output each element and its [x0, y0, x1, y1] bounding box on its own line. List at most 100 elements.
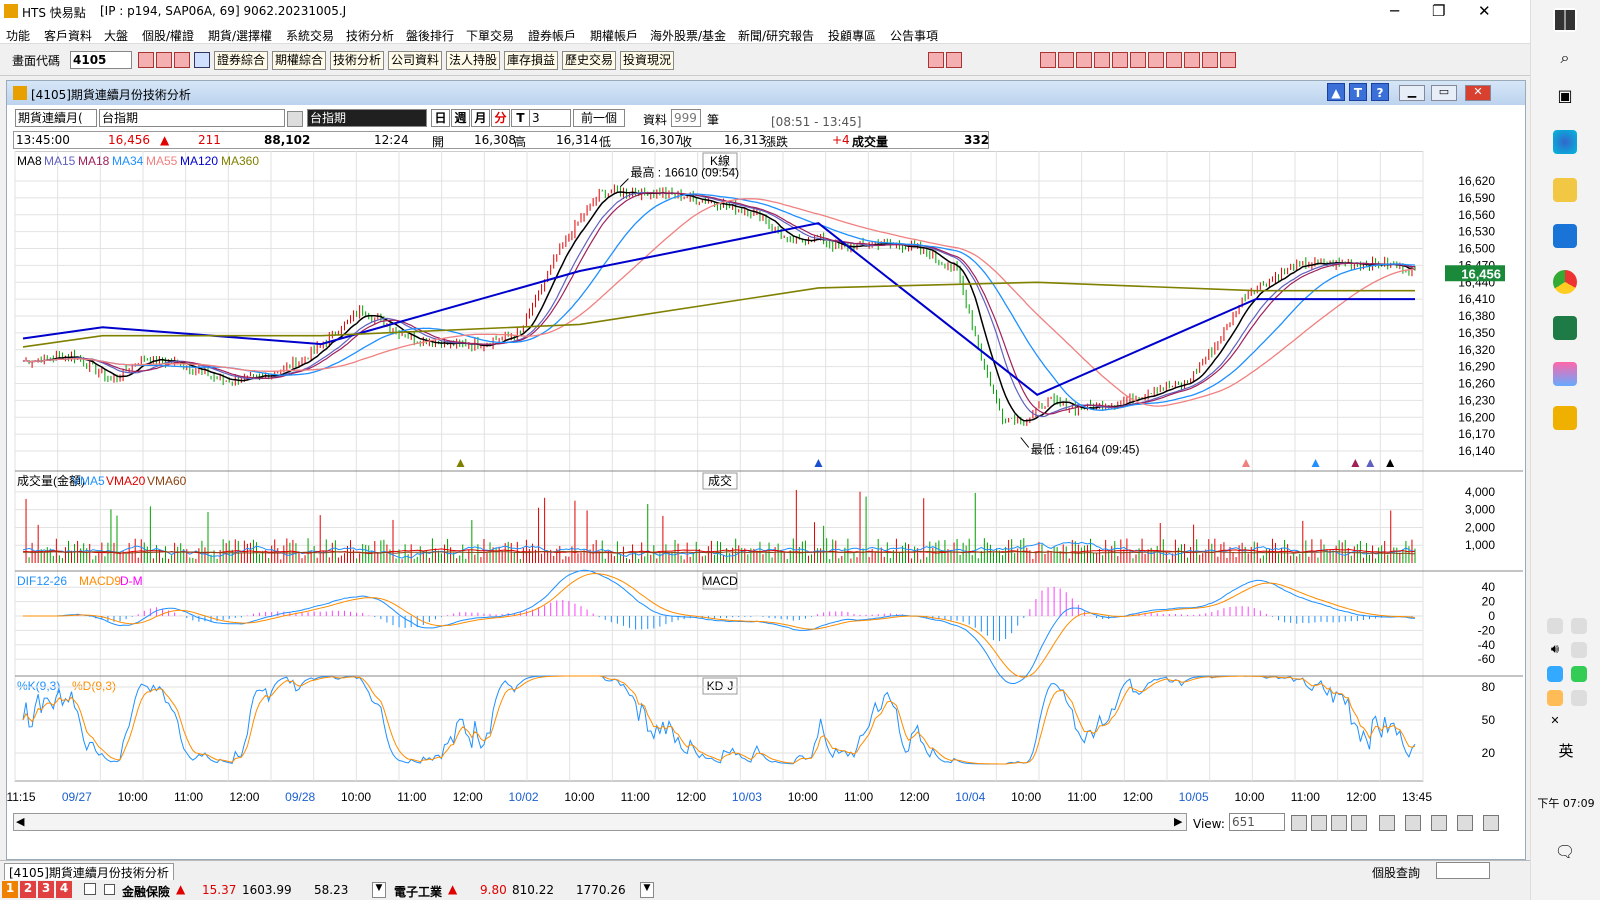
back-icon[interactable] — [928, 52, 944, 68]
toolbar-button[interactable]: 證券綜合 — [214, 51, 269, 70]
tool-7-icon[interactable] — [1148, 52, 1164, 68]
menu-item[interactable]: 投顧專區 — [828, 29, 877, 43]
tray-6-icon[interactable] — [1571, 666, 1587, 682]
lock-icon[interactable] — [84, 883, 96, 895]
search-icon[interactable] — [138, 52, 154, 68]
tool-2-icon[interactable] — [1058, 52, 1074, 68]
tray-8-icon[interactable] — [1571, 690, 1587, 706]
tray-2-icon[interactable] — [1571, 618, 1587, 634]
chart-tool-1-icon[interactable] — [1291, 815, 1307, 831]
toolbar-button[interactable]: 技術分析 — [330, 51, 385, 70]
tray-1-icon[interactable] — [1547, 618, 1563, 634]
tool-5-icon[interactable] — [1112, 52, 1128, 68]
print-icon[interactable] — [174, 52, 190, 68]
menu-item[interactable]: 證券帳戶 — [528, 29, 577, 43]
search-icon[interactable]: ⌕ — [1560, 48, 1570, 67]
ticker2-dropdown-icon[interactable]: ▼ — [640, 882, 654, 898]
ticker-tab[interactable]: 1 — [2, 881, 18, 898]
ticker-tab[interactable]: 4 — [56, 881, 72, 898]
volume-icon[interactable]: 🔊︎ — [1550, 642, 1560, 657]
menu-item[interactable]: 公告事項 — [890, 29, 939, 43]
menu-item[interactable]: 新聞/研究報告 — [738, 29, 815, 43]
excel-icon[interactable] — [1553, 316, 1577, 340]
chart-tool-5-icon[interactable] — [1379, 815, 1395, 831]
tool-8-icon[interactable] — [1166, 52, 1182, 68]
period-button[interactable]: 分 — [491, 109, 510, 127]
menu-item[interactable]: 盤後排行 — [406, 29, 455, 43]
stock-lookup-input[interactable] — [1436, 862, 1490, 879]
toolbar-button[interactable]: 期權綜合 — [272, 51, 327, 70]
toolbar-button[interactable]: 庫存損益 — [504, 51, 559, 70]
chart-tool-3-icon[interactable] — [1331, 815, 1347, 831]
store-icon[interactable] — [1553, 224, 1577, 248]
ticker-tab[interactable]: 3 — [38, 881, 54, 898]
window-maximize-icon[interactable]: ▭ — [1431, 85, 1457, 101]
zoom-icon[interactable] — [287, 111, 303, 127]
pencil-icon[interactable] — [1457, 815, 1473, 831]
ime-indicator[interactable]: 英 — [1558, 742, 1574, 760]
tray-7-icon[interactable] — [1547, 690, 1563, 706]
menu-item[interactable]: 個股/權證 — [142, 29, 195, 43]
file-explorer-icon[interactable] — [1553, 178, 1577, 202]
settings-icon[interactable] — [1483, 815, 1499, 831]
menu-item[interactable]: 下單交易 — [466, 29, 515, 43]
ticker-tab[interactable]: 2 — [20, 881, 36, 898]
period-button[interactable]: 月 — [471, 109, 490, 127]
tool-9-icon[interactable] — [1184, 52, 1200, 68]
notification-icon[interactable]: 🗨︎ — [1554, 842, 1576, 861]
restore-icon[interactable]: ❐ — [1432, 2, 1446, 20]
contract-select[interactable]: 台指期 — [99, 109, 285, 127]
tool-6-icon[interactable] — [1130, 52, 1146, 68]
prev-button[interactable]: 前一個 — [573, 109, 625, 127]
scroll-left-icon[interactable]: ◀ — [16, 815, 25, 828]
ticker-checkbox[interactable] — [104, 884, 115, 895]
help-icon[interactable]: ? — [1371, 83, 1389, 101]
menu-item[interactable]: 大盤 — [104, 29, 129, 43]
menu-item[interactable]: 功能 — [6, 29, 31, 43]
task-view-icon[interactable]: ▣ — [1557, 86, 1573, 105]
menu-item[interactable]: 技術分析 — [346, 29, 395, 43]
code-input[interactable]: 4105 — [70, 51, 132, 69]
edge-icon[interactable] — [1553, 130, 1577, 154]
window-minimize-icon[interactable]: ▁ — [1399, 85, 1425, 101]
forward-icon[interactable] — [946, 52, 962, 68]
minutes-select[interactable]: 3 — [529, 109, 571, 127]
toolbar-button[interactable]: 投資現況 — [620, 51, 675, 70]
period-button[interactable]: 週 — [451, 109, 470, 127]
scroll-right-icon[interactable]: ▶ — [1174, 815, 1183, 828]
chart-tool-6-icon[interactable] — [1405, 815, 1421, 831]
toolbar-button[interactable]: 公司資料 — [388, 51, 443, 70]
tool-10-icon[interactable] — [1202, 52, 1218, 68]
menu-item[interactable]: 系統交易 — [286, 29, 335, 43]
tool-3-icon[interactable] — [1076, 52, 1092, 68]
t-icon[interactable]: T — [1349, 83, 1367, 101]
chrome-icon[interactable] — [1553, 270, 1577, 294]
tool-1-icon[interactable] — [1040, 52, 1056, 68]
contract-type-select[interactable]: 期貨連續月( — [15, 109, 97, 127]
mute-icon[interactable]: ✕ — [1550, 714, 1560, 727]
chart-tool-4-icon[interactable] — [1351, 815, 1367, 831]
paint-icon[interactable] — [1553, 362, 1577, 386]
clock[interactable]: 下午 07:09 — [1537, 797, 1595, 810]
dropdown-icon[interactable] — [194, 52, 210, 68]
ticker1-dropdown-icon[interactable]: ▼ — [372, 882, 386, 898]
chart-tool-2-icon[interactable] — [1311, 815, 1327, 831]
tool-11-icon[interactable] — [1220, 52, 1236, 68]
window-close-icon[interactable]: ✕ — [1465, 85, 1491, 101]
close-icon[interactable]: ✕ — [1478, 2, 1491, 20]
windows-start-icon[interactable] — [1555, 10, 1575, 30]
toolbar-button[interactable]: 歷史交易 — [562, 51, 617, 70]
menu-item[interactable]: 客戶資料 — [44, 29, 93, 43]
period-button[interactable]: 日 — [431, 109, 450, 127]
horizontal-scrollbar[interactable]: ◀ ▶ — [13, 813, 1187, 831]
period-button[interactable]: T — [511, 109, 530, 127]
hts-app-icon[interactable] — [1553, 406, 1577, 430]
folder-icon[interactable] — [156, 52, 172, 68]
menu-item[interactable]: 期權帳戶 — [590, 29, 639, 43]
toolbar-button[interactable]: 法人持股 — [446, 51, 501, 70]
data-count-input[interactable]: 999 — [671, 109, 701, 127]
tray-5-icon[interactable] — [1547, 666, 1563, 682]
chart-tool-7-icon[interactable] — [1431, 815, 1447, 831]
technical-chart[interactable]: 16,62016,59016,56016,53016,50016,47016,4… — [7, 151, 1525, 821]
minimize-icon[interactable]: ─ — [1390, 2, 1400, 20]
